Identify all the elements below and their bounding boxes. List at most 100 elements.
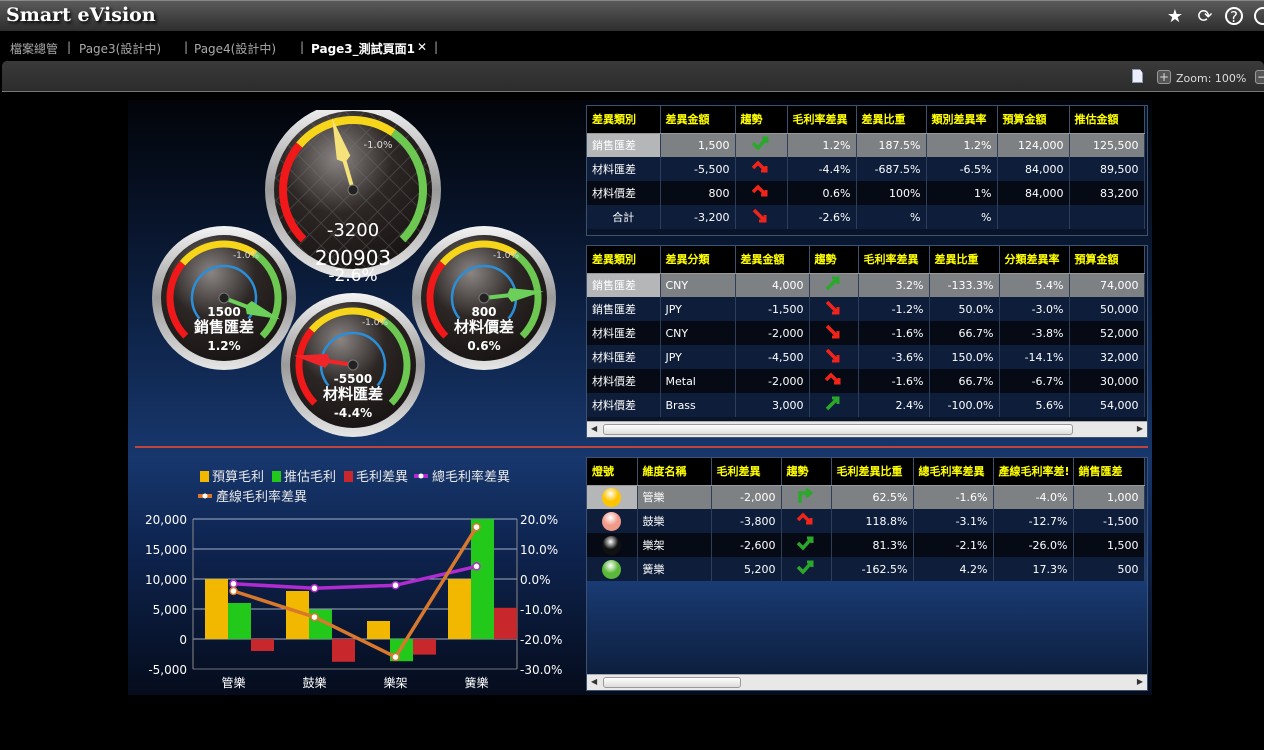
table-row[interactable]: 材料價差 800 0.6% 100% 1% 84,000 83,200 bbox=[587, 181, 1145, 205]
column-header[interactable]: 差異分類 bbox=[660, 246, 736, 274]
scrollbar-thumb[interactable] bbox=[603, 424, 1073, 435]
column-header[interactable]: 差異金額 bbox=[735, 246, 810, 274]
column-header[interactable]: 分類差異率 bbox=[999, 246, 1070, 274]
table-row[interactable]: 合計 -3,200 -2.6%%% bbox=[587, 205, 1145, 229]
point-產線毛利率差異-簧樂 bbox=[472, 522, 481, 532]
column-header[interactable]: 趨勢 bbox=[735, 106, 788, 134]
table-row[interactable]: 銷售匯差 JPY -1,500 -1.2% 50.0% -3.0% 50,000 bbox=[587, 297, 1145, 321]
tab-separator: | bbox=[434, 40, 439, 54]
column-header[interactable]: 燈號 bbox=[587, 458, 638, 486]
table-cell: -12.7% bbox=[993, 509, 1074, 533]
gross-margin-chart: 20,000 20.0% 15,000 10.0% 10,000 0.0% 5,000 -10… bbox=[145, 469, 562, 690]
table-cell: 124,000 bbox=[997, 133, 1070, 157]
zoom-in-button[interactable]: + bbox=[1157, 70, 1171, 84]
column-header[interactable]: 毛利率差異 bbox=[858, 246, 930, 274]
column-header[interactable]: 類別差異率 bbox=[926, 106, 998, 134]
horizontal-scrollbar[interactable]: ◀ ▶ bbox=[587, 674, 1147, 690]
gauge-threshold-label: -1.0% bbox=[363, 140, 392, 151]
table-cell: 0.6% bbox=[787, 181, 857, 205]
column-header[interactable]: 預算金額 bbox=[997, 106, 1070, 134]
page-icon[interactable] bbox=[1132, 69, 1143, 83]
table-row[interactable]: 材料匯差 JPY -4,500 -3.6% 150.0% -14.1% 32,000 bbox=[587, 345, 1145, 369]
point-產線毛利率差異-鼓樂 bbox=[310, 612, 319, 622]
column-header[interactable]: 趨勢 bbox=[781, 458, 832, 486]
table-cell: 66.7% bbox=[929, 369, 1000, 393]
column-header[interactable]: 總毛利率差異 bbox=[913, 458, 994, 486]
column-header[interactable]: 差異比重 bbox=[929, 246, 1000, 274]
status-light-icon bbox=[602, 487, 622, 507]
table-cell: % bbox=[856, 205, 927, 229]
trend-cell bbox=[781, 485, 832, 509]
tab-file-explorer[interactable]: 檔案總管 bbox=[10, 42, 59, 56]
column-header[interactable]: 銷售匯差 bbox=[1073, 458, 1145, 486]
bar-管樂-推估毛利 bbox=[228, 603, 251, 639]
horizontal-scrollbar[interactable]: ◀ ▶ bbox=[587, 421, 1147, 437]
table-row[interactable]: 材料匯差 -5,500 -4.4% -687.5% -6.5% 84,000 89,500 bbox=[587, 157, 1145, 181]
trend-cell bbox=[781, 557, 832, 581]
column-header[interactable]: 差異比重 bbox=[856, 106, 927, 134]
header-row: 燈號 維度名稱 毛利差異 趨勢 毛利差異比重 總毛利率差異 產線毛利率差! 銷售匯差 bbox=[587, 458, 1145, 486]
column-header[interactable]: 推估金額 bbox=[1069, 106, 1145, 134]
column-header[interactable]: 差異類別 bbox=[587, 106, 661, 134]
gauge-threshold-label: -1.0% bbox=[233, 251, 260, 261]
power-icon[interactable] bbox=[1254, 7, 1264, 25]
tab-page3-test[interactable]: Page3_測試頁面1 bbox=[311, 42, 415, 56]
status-light-icon bbox=[602, 511, 622, 531]
column-header[interactable]: 毛利差異比重 bbox=[831, 458, 914, 486]
trend-arrow-down-icon bbox=[825, 300, 839, 315]
tab-page3-design[interactable]: Page3(設計中) bbox=[79, 42, 162, 56]
table-row[interactable]: 材料價差 Metal -2,000 -1.6% 66.7% -6.7% 30,000 bbox=[587, 369, 1145, 393]
table-cell: 66.7% bbox=[929, 321, 1000, 345]
table-row[interactable]: 管樂 -2,000 62.5% -1.6% -4.0% 1,000 bbox=[587, 485, 1145, 509]
table-row[interactable]: 簧樂 5,200 -162.5% 4.2% 17.3% 500 bbox=[587, 557, 1145, 581]
table-row[interactable]: 材料匯差 CNY -2,000 -1.6% 66.7% -3.8% 52,000 bbox=[587, 321, 1145, 345]
refresh-icon[interactable]: ⟳ bbox=[1197, 6, 1213, 27]
scrollbar-thumb[interactable] bbox=[603, 677, 741, 688]
gauge-threshold-label: -1.0% bbox=[493, 251, 520, 261]
table-cell: 4.2% bbox=[913, 557, 994, 581]
tab-page4-design[interactable]: Page4(設計中) bbox=[194, 42, 277, 56]
gauge-needle-shape bbox=[223, 296, 281, 320]
gauge-yellow-zone bbox=[296, 116, 396, 148]
tab-separator: | bbox=[67, 40, 72, 54]
trend-cell bbox=[735, 205, 788, 229]
gauge-yellow-zone bbox=[179, 240, 257, 266]
tab-close-icon[interactable]: ✕ bbox=[417, 40, 428, 54]
table-row[interactable]: 銷售匯差 1,500 1.2% 187.5% 1.2% 124,000 125,500 bbox=[587, 133, 1145, 157]
column-header[interactable]: 毛利率差異 bbox=[787, 106, 857, 134]
table-cell: -1.6% bbox=[858, 369, 930, 393]
table-cell: CNY bbox=[660, 321, 736, 345]
table-cell: 材料匯差 bbox=[587, 157, 661, 181]
point-總毛利率差異-鼓樂 bbox=[310, 584, 319, 593]
x-tick-label: 樂架 bbox=[383, 675, 407, 690]
column-header[interactable]: 趨勢 bbox=[809, 246, 859, 274]
gauge-title: 銷售匯差 bbox=[194, 318, 254, 336]
table-row[interactable]: 鼓樂 -3,800 118.8% -3.1% -12.7% -1,500 bbox=[587, 509, 1145, 533]
help-icon[interactable]: ? bbox=[1225, 7, 1243, 25]
table-cell: -1.6% bbox=[913, 485, 994, 509]
trend-check-up-icon bbox=[751, 136, 769, 151]
table-row[interactable]: 銷售匯差 CNY 4,000 3.2% -133.3% 5.4% 74,000 bbox=[587, 273, 1145, 297]
trend-peak-down-icon bbox=[824, 372, 840, 385]
table-cell: JPY bbox=[660, 345, 736, 369]
table-row[interactable]: 材料價差 Brass 3,000 2.4% -100.0% 5.6% 54,000 bbox=[587, 393, 1145, 417]
table-row[interactable]: 樂架 -2,600 81.3% -2.1% -26.0% 1,500 bbox=[587, 533, 1145, 557]
trend-peak-down-icon bbox=[796, 512, 813, 525]
column-header[interactable]: 毛利差異 bbox=[711, 458, 782, 486]
column-header[interactable]: 維度名稱 bbox=[637, 458, 712, 486]
table-cell: 5.6% bbox=[999, 393, 1070, 417]
table-cell: Metal bbox=[660, 369, 736, 393]
column-header[interactable]: 預算金額 bbox=[1069, 246, 1145, 274]
star-icon[interactable]: ★ bbox=[1166, 6, 1184, 27]
column-header[interactable]: 產線毛利率差! bbox=[993, 458, 1074, 486]
table-cell: -4.0% bbox=[993, 485, 1074, 509]
table-cell: -687.5% bbox=[856, 157, 927, 181]
line-總毛利率差異 bbox=[233, 564, 477, 591]
y2-tick-label: -30.0% bbox=[520, 663, 562, 677]
trend-cell bbox=[809, 369, 859, 393]
column-header[interactable]: 差異金額 bbox=[660, 106, 736, 134]
trend-peak-down-icon bbox=[751, 160, 768, 173]
column-header[interactable]: 差異類別 bbox=[587, 246, 661, 274]
zoom-out-button[interactable]: − bbox=[1255, 70, 1264, 84]
